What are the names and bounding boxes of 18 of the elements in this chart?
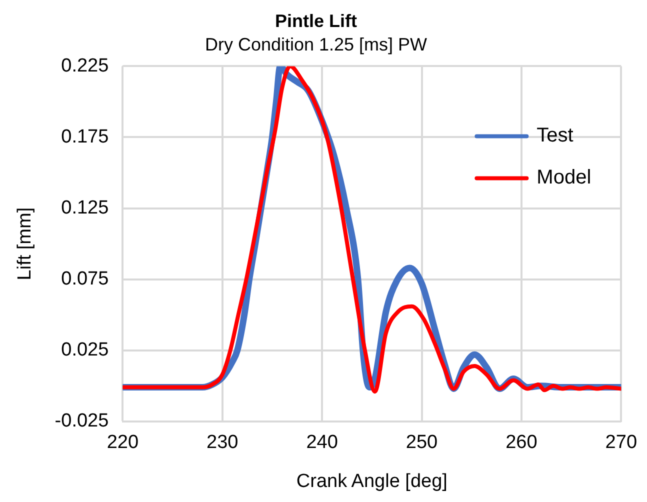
x-tick-label: 250 (406, 432, 438, 454)
x-tick-label: 240 (306, 432, 338, 454)
y-tick-label: 0.125 (61, 198, 109, 219)
x-tick-label: 270 (605, 432, 637, 454)
x-tick-label: 220 (106, 432, 139, 454)
x-tick-label: 260 (506, 432, 538, 454)
legend-label: Model (536, 166, 592, 189)
y-axis-title: Lift [mm] (14, 207, 36, 280)
x-axis-title: Crank Angle [deg] (296, 470, 448, 492)
y-tick-label: 0.075 (61, 268, 109, 290)
chart-title: Pintle Lift (275, 10, 357, 31)
y-tick-label: 0.025 (61, 340, 109, 361)
y-tick-label: 0.175 (61, 126, 109, 148)
x-tick-label: 230 (206, 432, 238, 454)
chart-subtitle: Dry Condition 1.25 [ms] PW (204, 34, 428, 54)
y-tick-label: 0.225 (61, 55, 109, 76)
legend-label: Test (536, 124, 574, 147)
y-tick-label: -0.025 (54, 410, 109, 432)
